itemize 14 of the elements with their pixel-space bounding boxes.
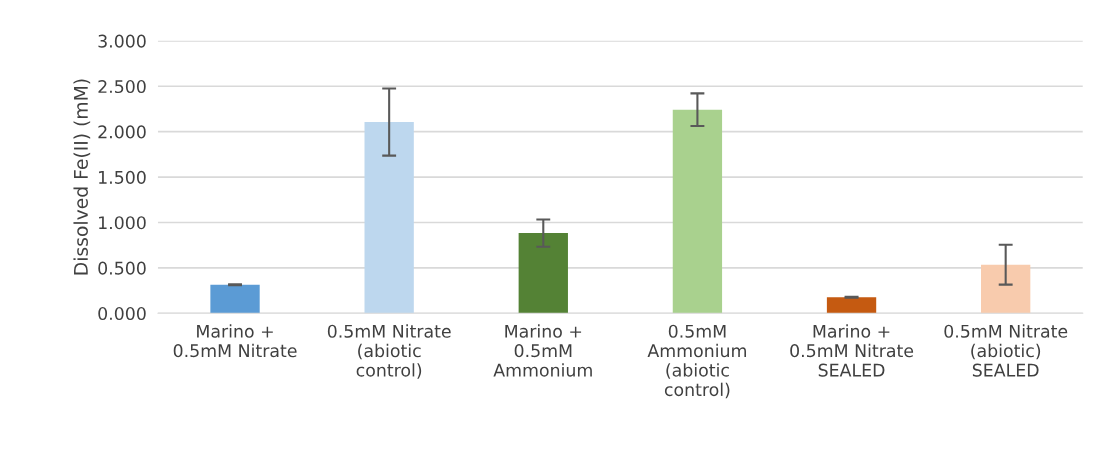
- x-tick-label: 0.5mM Nitrate (abiotic) SEALED: [944, 324, 1068, 377]
- y-axis-title: Dissolved Fe(II) (mM): [73, 79, 91, 275]
- y-tick-label: 3.000: [98, 34, 146, 48]
- y-tick-label: 2.500: [98, 79, 146, 94]
- x-tick-label: Marino + 0.5mM Nitrate SEALED: [790, 324, 914, 377]
- x-tick-label: 0.5mM Nitrate (abiotic control): [327, 324, 451, 379]
- y-tick-label: 1.000: [99, 216, 146, 230]
- x-tick-label: Marino + 0.5mM Ammonium: [493, 324, 592, 377]
- y-tick-label: 1.500: [99, 170, 146, 184]
- y-tick-label: 2.000: [98, 125, 146, 139]
- x-tick-label: Marino + 0.5mM Nitrate: [173, 324, 297, 358]
- y-tick-label: 0.000: [98, 306, 146, 321]
- x-tick-label: 0.5mM Ammonium (abiotic control): [647, 324, 746, 399]
- y-tick-label: 0.500: [98, 261, 146, 275]
